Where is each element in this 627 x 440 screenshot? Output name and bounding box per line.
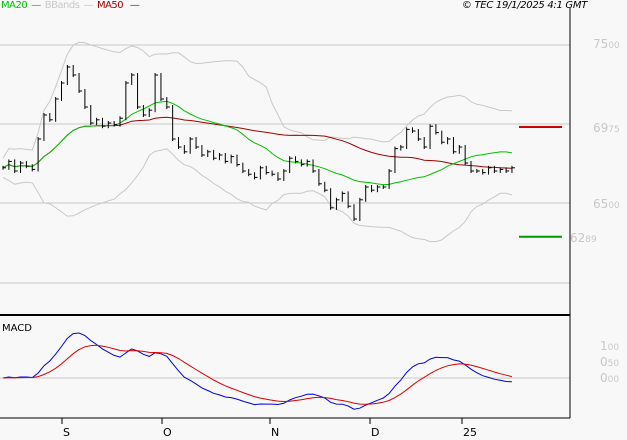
legend-bbands: BBands —	[44, 0, 94, 11]
resistance-label: 6975	[593, 121, 620, 135]
macd-y-tick-label: 100	[600, 339, 619, 353]
x-tick-label: O	[163, 426, 172, 439]
support-label: 6289	[570, 231, 597, 245]
macd-y-tick-label: 050	[600, 355, 619, 369]
x-tick-label: D	[371, 426, 379, 439]
bband-upper	[2, 41, 512, 159]
x-tick-label: 25	[463, 426, 477, 439]
legend-ma50: MA50 —	[96, 0, 140, 11]
legend-ma20: MA20—	[1, 0, 41, 11]
bband-lower	[2, 148, 513, 243]
y-tick-label: 6500	[593, 197, 620, 211]
copyright-timestamp: © TEC 19/1/2025 4:1 GMT	[461, 0, 587, 11]
legend: MA20— BBands — MA50 —	[1, 0, 147, 11]
x-tick-label: S	[63, 426, 70, 439]
macd-title: MACD	[2, 323, 32, 334]
macd-y-tick-label: 000	[600, 371, 619, 385]
macd-line	[2, 332, 512, 410]
ma20-line	[2, 100, 512, 186]
x-tick-label: N	[271, 426, 279, 439]
signal-line	[2, 344, 513, 405]
y-tick-label: 7500	[593, 37, 620, 51]
